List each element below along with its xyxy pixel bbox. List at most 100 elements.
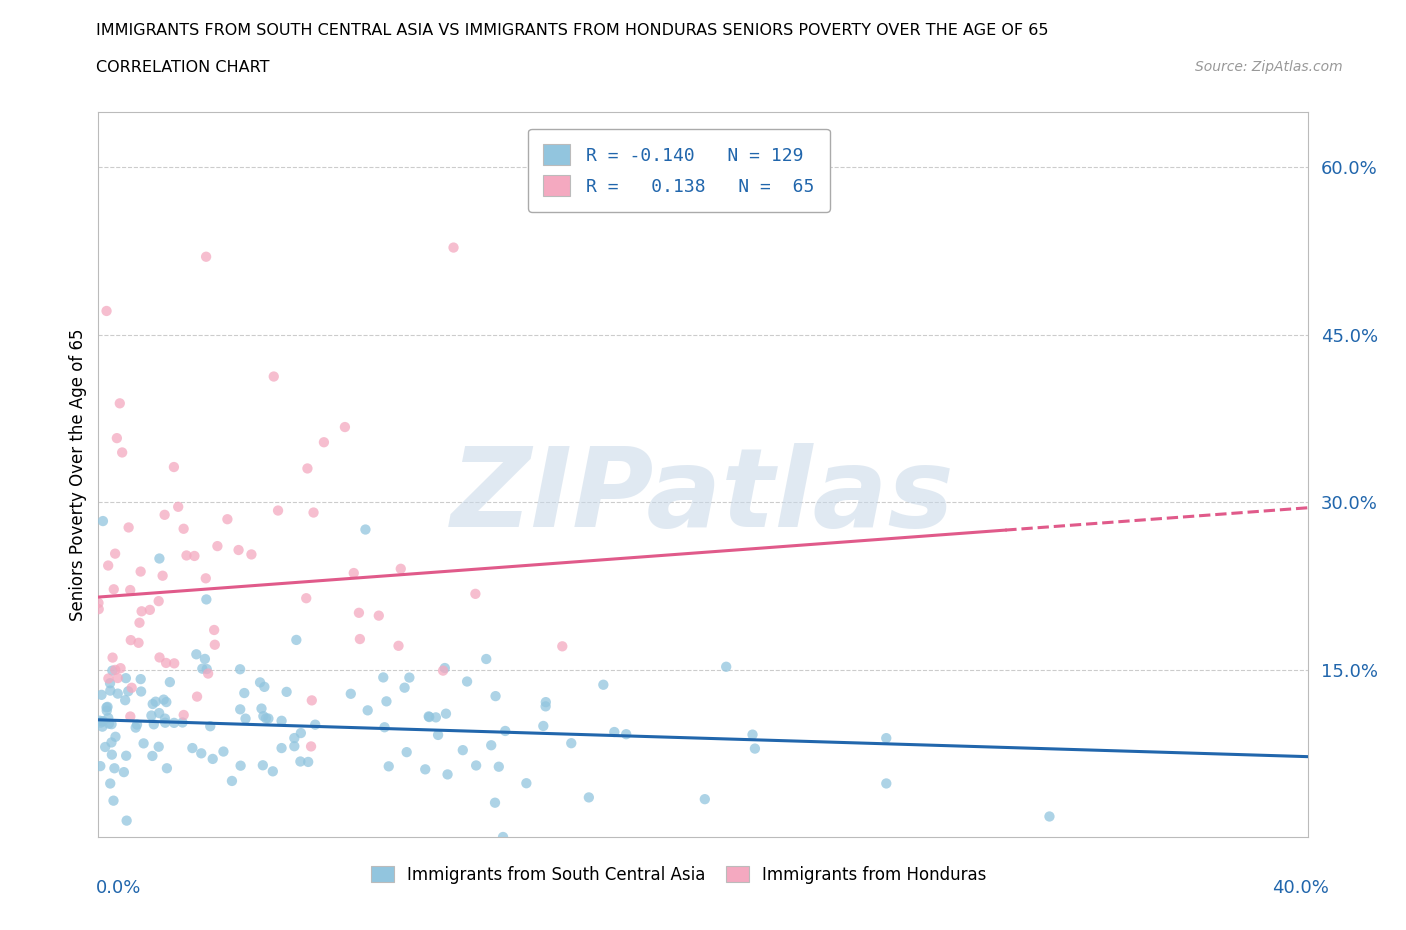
Point <box>97 671 120 686</box>
Text: IMMIGRANTS FROM SOUTH CENTRAL ASIA VS IMMIGRANTS FROM HONDURAS SENIORS POVERTY O: IMMIGRANTS FROM SOUTH CENTRAL ASIA VS IM… <box>96 23 1047 38</box>
Point <box>125 717 148 732</box>
Point <box>484 689 506 704</box>
Point <box>290 754 312 769</box>
Point <box>464 587 486 602</box>
Point <box>152 568 174 583</box>
Point <box>148 706 170 721</box>
Legend: Immigrants from South Central Asia, Immigrants from Honduras: Immigrants from South Central Asia, Immi… <box>364 859 994 890</box>
Point <box>107 671 129 685</box>
Point <box>186 647 208 662</box>
Point <box>120 632 142 647</box>
Point <box>434 706 457 721</box>
Point <box>432 663 454 678</box>
Point <box>418 710 440 724</box>
Point <box>104 662 127 677</box>
Point <box>172 715 194 730</box>
Point <box>560 736 582 751</box>
Point <box>129 565 152 579</box>
Point <box>229 662 252 677</box>
Point <box>152 692 174 707</box>
Point <box>153 711 176 726</box>
Point <box>121 681 143 696</box>
Point <box>115 749 138 764</box>
Point <box>148 551 170 566</box>
Point <box>120 709 142 724</box>
Point <box>148 593 170 608</box>
Point <box>104 729 127 744</box>
Point <box>254 711 277 725</box>
Point <box>141 749 163 764</box>
Point <box>456 674 478 689</box>
Point <box>104 546 127 561</box>
Point <box>297 754 319 769</box>
Point <box>194 571 217 586</box>
Point <box>217 512 239 526</box>
Point <box>194 652 217 667</box>
Point <box>100 735 122 750</box>
Point <box>494 724 516 738</box>
Point <box>153 715 176 730</box>
Point <box>551 639 574 654</box>
Point <box>125 720 148 735</box>
Point <box>395 745 418 760</box>
Point <box>117 684 139 698</box>
Point <box>252 758 274 773</box>
Point <box>276 684 298 699</box>
Point <box>418 709 440 724</box>
Point <box>190 746 212 761</box>
Point <box>221 774 243 789</box>
Point <box>262 764 284 778</box>
Point <box>115 813 138 828</box>
Point <box>167 499 190 514</box>
Point <box>132 736 155 751</box>
Point <box>614 726 637 741</box>
Point <box>117 520 139 535</box>
Point <box>204 637 226 652</box>
Point <box>142 717 165 732</box>
Point <box>98 776 121 790</box>
Point <box>183 549 205 564</box>
Point <box>101 663 124 678</box>
Point <box>115 671 138 685</box>
Point <box>96 700 118 715</box>
Point <box>145 694 167 709</box>
Point <box>534 699 557 714</box>
Point <box>515 776 537 790</box>
Point <box>479 737 502 752</box>
Point <box>394 680 416 695</box>
Point <box>484 795 506 810</box>
Point <box>270 713 292 728</box>
Point <box>89 759 111 774</box>
Point <box>91 513 114 528</box>
Point <box>693 791 716 806</box>
Point <box>195 592 218 607</box>
Point <box>240 547 263 562</box>
Point <box>142 697 165 711</box>
Text: Source: ZipAtlas.com: Source: ZipAtlas.com <box>1195 60 1343 74</box>
Point <box>304 717 326 732</box>
Point <box>105 431 128 445</box>
Point <box>592 677 614 692</box>
Point <box>98 676 121 691</box>
Point <box>475 652 498 667</box>
Point <box>141 708 163 723</box>
Point <box>148 650 170 665</box>
Point <box>159 674 181 689</box>
Point <box>173 708 195 723</box>
Text: ZIPatlas: ZIPatlas <box>451 443 955 550</box>
Point <box>131 604 153 618</box>
Point <box>343 565 366 580</box>
Point <box>103 793 125 808</box>
Point <box>339 686 361 701</box>
Point <box>436 767 458 782</box>
Point <box>101 747 124 762</box>
Point <box>492 830 515 844</box>
Point <box>443 240 465 255</box>
Point <box>96 699 118 714</box>
Point <box>101 650 124 665</box>
Point <box>253 680 276 695</box>
Text: 0.0%: 0.0% <box>96 879 141 897</box>
Point <box>333 419 356 434</box>
Point <box>297 461 319 476</box>
Point <box>173 522 195 537</box>
